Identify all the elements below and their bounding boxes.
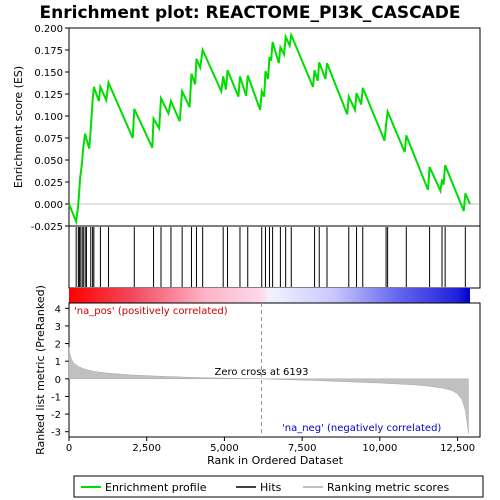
- metric-y-tick-label: 3: [55, 322, 61, 333]
- es-y-tick-label: 0.150: [34, 68, 63, 79]
- es-y-tick-label: 0.025: [34, 178, 63, 189]
- x-tick-label: 10,000: [362, 443, 397, 454]
- rank-color-bar-fill: [69, 288, 470, 303]
- es-y-tick-label: 0.050: [34, 156, 63, 167]
- rank-color-bar: [69, 288, 470, 303]
- metric-y-axis-title: Ranked list metric (PreRanked): [34, 285, 47, 455]
- metric-y-tick-label: -3: [51, 428, 61, 439]
- metric-y-axis: 4 3 2 1 0 -1 -2 -3: [51, 304, 69, 439]
- legend: Enrichment profile Hits Ranking metric s…: [73, 475, 484, 498]
- es-y-axis: 0.200 0.175 0.150 0.125 0.100 0.075 0.050 0.025…: [31, 24, 69, 233]
- legend-label-enrichment: Enrichment profile: [105, 481, 207, 494]
- es-y-tick-label: 0.125: [34, 90, 63, 101]
- x-axis: 0 2,500 5,000 7,500 10,000 12,500: [66, 437, 475, 454]
- es-y-tick-label: 0.200: [34, 24, 63, 35]
- metric-panel: 4 3 2 1 0 -1 -2 -3 Zero cross at 6193 'na_pos' …: [34, 285, 481, 467]
- x-tick-label: 0: [66, 443, 72, 454]
- es-panel-frame: [68, 27, 481, 227]
- hit-lines: [75, 227, 466, 287]
- hits-panel-frame: [68, 225, 481, 289]
- es-y-tick-label: 0.075: [34, 134, 63, 145]
- legend-label-ranking: Ranking metric scores: [327, 481, 449, 494]
- x-axis-title: Rank in Ordered Dataset: [207, 454, 344, 467]
- metric-y-tick-label: 2: [55, 340, 61, 351]
- es-y-tick-label: -0.025: [31, 222, 63, 233]
- ranking-metric-area: [68, 347, 469, 434]
- es-panel: 0.200 0.175 0.150 0.125 0.100 0.075 0.050 0.025…: [12, 24, 481, 233]
- metric-y-tick-label: -2: [51, 410, 61, 421]
- es-y-axis-title: Enrichment score (ES): [12, 66, 25, 188]
- x-tick-label: 2,500: [132, 443, 161, 454]
- metric-y-tick-label: 1: [55, 357, 61, 368]
- es-y-tick-label: 0.100: [34, 112, 63, 123]
- es-y-tick-label: 0.000: [34, 200, 63, 211]
- legend-frame: [73, 475, 484, 498]
- zero-cross-label: Zero cross at 6193: [215, 367, 309, 378]
- hits-panel: [68, 225, 481, 289]
- na-pos-label: 'na_pos' (positively correlated): [74, 306, 228, 317]
- x-tick-label: 5,000: [210, 443, 239, 454]
- legend-label-hits: Hits: [260, 481, 282, 494]
- x-tick-label: 7,500: [288, 443, 317, 454]
- enrichment-profile-line: [68, 31, 471, 226]
- metric-y-tick-label: -1: [51, 392, 61, 403]
- metric-y-tick-label: 4: [55, 304, 61, 315]
- chart-title: Enrichment plot: REACTOME_PI3K_CASCADE: [40, 3, 461, 23]
- metric-y-tick-label: 0: [55, 375, 61, 386]
- x-tick-label: 12,500: [440, 443, 475, 454]
- na-neg-label: 'na_neg' (negatively correlated): [282, 423, 441, 434]
- es-y-tick-label: 0.175: [34, 46, 63, 57]
